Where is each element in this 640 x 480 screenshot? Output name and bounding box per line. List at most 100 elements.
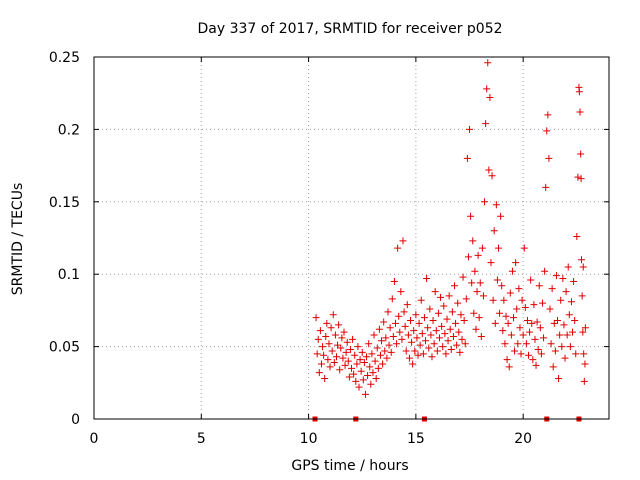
data-point (508, 267, 516, 275)
x-tick-label: 0 (90, 431, 99, 447)
data-point (336, 366, 344, 374)
data-point (478, 244, 486, 252)
data-point (556, 331, 564, 339)
data-point (576, 108, 584, 116)
data-point (557, 296, 565, 304)
data-point (337, 344, 345, 352)
data-point (390, 277, 398, 285)
data-point (471, 267, 479, 275)
data-point (577, 175, 585, 183)
data-point (551, 347, 559, 355)
data-point (516, 324, 524, 332)
data-point (357, 367, 365, 375)
data-point (373, 344, 381, 352)
data-point (312, 314, 320, 322)
data-point (506, 289, 514, 297)
chart-title: Day 337 of 2017, SRMTID for receiver p05… (197, 21, 502, 37)
data-point (351, 351, 359, 359)
data-point (328, 347, 336, 355)
data-point (470, 309, 478, 317)
data-point (453, 341, 461, 349)
data-point (391, 319, 399, 327)
data-point (346, 345, 354, 353)
data-point (440, 302, 448, 310)
data-point (383, 354, 391, 362)
data-point (477, 332, 485, 340)
data-point (382, 334, 390, 342)
data-point (514, 340, 522, 348)
data-point (402, 347, 410, 355)
data-point (559, 275, 567, 283)
data-point (446, 325, 454, 333)
data-point (467, 212, 475, 220)
data-point (496, 309, 504, 317)
data-point (335, 321, 343, 329)
data-point (526, 328, 534, 336)
data-point (339, 354, 347, 362)
data-point (536, 324, 544, 332)
data-point (454, 299, 462, 307)
data-point (331, 331, 339, 339)
data-point (425, 344, 433, 352)
y-axis-label: SRMTID / TECUs (10, 183, 26, 296)
data-point (405, 354, 413, 362)
data-point (400, 308, 408, 316)
data-point (449, 332, 457, 340)
data-point (565, 311, 573, 319)
data-point (570, 277, 578, 285)
data-point (474, 251, 482, 259)
data-point (388, 295, 396, 303)
data-point (315, 369, 323, 377)
data-point (412, 311, 420, 319)
data-point (330, 359, 338, 367)
data-point (523, 317, 531, 325)
data-point (444, 337, 452, 345)
data-point (380, 318, 388, 326)
data-point (499, 327, 507, 335)
data-point (316, 327, 324, 335)
data-point (515, 285, 523, 293)
data-point (366, 363, 374, 371)
data-point (481, 198, 489, 206)
data-point (408, 338, 416, 346)
data-point (370, 331, 378, 339)
data-point (401, 322, 409, 330)
data-point (419, 350, 427, 358)
data-point (543, 127, 551, 135)
y-tick-label: 0.05 (49, 340, 80, 356)
y-tick-label: 0.1 (58, 267, 80, 283)
data-point (528, 319, 536, 327)
data-point (364, 372, 372, 380)
data-point (433, 347, 441, 355)
data-point (494, 244, 502, 252)
data-point (484, 59, 492, 67)
data-point (431, 288, 439, 296)
data-point (482, 120, 490, 128)
plot-frame (93, 56, 610, 420)
data-point (396, 328, 404, 336)
data-point (447, 345, 455, 353)
data-point (448, 308, 456, 316)
data-point (561, 354, 569, 362)
data-point (389, 332, 397, 340)
data-point (550, 319, 558, 327)
data-point (564, 263, 572, 271)
data-point (319, 343, 327, 351)
data-point (579, 328, 587, 336)
data-point (548, 285, 556, 293)
data-point (541, 267, 549, 275)
data-point (518, 296, 526, 304)
data-point (420, 314, 428, 322)
data-point (341, 361, 349, 369)
data-point (452, 319, 460, 327)
data-point (426, 305, 434, 313)
data-point (313, 350, 321, 358)
data-point (326, 363, 334, 371)
data-point (545, 154, 553, 162)
data-point (464, 253, 472, 261)
data-point (549, 363, 557, 371)
data-point (429, 317, 437, 325)
data-point (321, 374, 329, 382)
data-point (427, 331, 435, 339)
